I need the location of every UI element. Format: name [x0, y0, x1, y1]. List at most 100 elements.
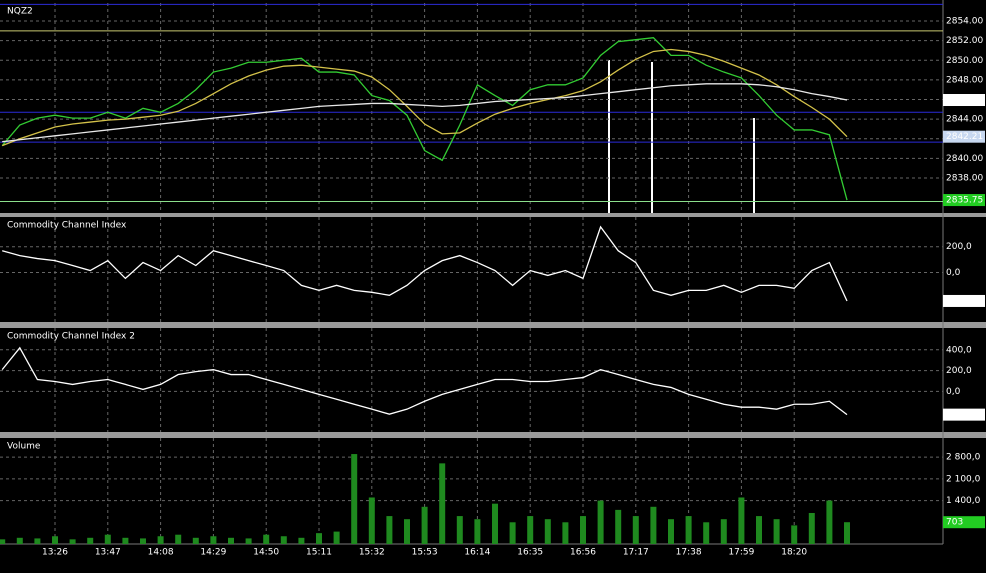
x-tick-label: 14:29 [200, 548, 226, 558]
series-line [1, 37, 848, 201]
series-line [2, 83, 848, 143]
last-value-label: -221,2 [946, 296, 975, 306]
volume-bar [210, 536, 217, 544]
last-value-label: 703 [946, 518, 963, 528]
volume-bar [69, 539, 76, 544]
y-tick-label: 2840.00 [946, 154, 983, 164]
volume-bar [756, 516, 762, 544]
y-tick-label: 2844.00 [946, 115, 983, 125]
volume-bar [544, 519, 551, 544]
volume-bar [87, 537, 94, 544]
y-tick-label: 200,0 [946, 242, 972, 252]
x-tick-label: 15:32 [359, 548, 385, 558]
pane-title: NQZ2 [7, 7, 33, 17]
last-value-tag [943, 94, 985, 107]
volume-bar [351, 454, 358, 544]
volume-bar [34, 538, 41, 544]
volume-bar [580, 516, 586, 544]
pane-title: Commodity Channel Index [7, 221, 127, 231]
volume-bar [650, 506, 657, 544]
x-tick-label: 16:14 [464, 548, 490, 558]
y-tick-label: 0,0 [946, 268, 961, 278]
volume-bar [808, 512, 815, 544]
x-tick-label: 15:11 [306, 548, 332, 558]
volume-bar [632, 516, 639, 544]
volume-bar [597, 500, 604, 544]
volume-bar [140, 538, 146, 544]
volume-bar [280, 536, 287, 544]
volume-bar [615, 509, 622, 544]
volume-bar [122, 537, 129, 544]
volume-bar [386, 516, 393, 544]
x-tick-label: 16:35 [517, 548, 543, 558]
volume-bar [175, 534, 182, 544]
volume-bar [844, 522, 850, 544]
volume-bar [492, 503, 498, 544]
pane-separator [0, 432, 986, 438]
volume-bar [245, 538, 252, 544]
volume-bar [738, 497, 745, 544]
last-value-tag [943, 408, 985, 421]
pane-separator [0, 322, 986, 328]
volume-bar [562, 522, 569, 544]
last-value-tag [943, 130, 985, 143]
y-tick-label: 2850.00 [946, 56, 983, 66]
x-tick-label: 14:50 [253, 548, 279, 558]
x-tick-label: 14:08 [148, 548, 174, 558]
last-value-tag [943, 194, 985, 207]
volume-bar [668, 519, 674, 544]
last-value-tag [943, 294, 985, 307]
x-tick-label: 18:20 [781, 548, 807, 558]
y-tick-label: 200,0 [946, 366, 972, 376]
volume-bar [0, 539, 6, 544]
last-value-label: 2842.21 [946, 132, 983, 142]
volume-bar [228, 537, 234, 544]
x-tick-label: 15:53 [412, 548, 438, 558]
volume-bar [720, 519, 727, 544]
volume-bar [16, 537, 23, 544]
series-line [1, 48, 848, 147]
volume-bar [527, 516, 534, 544]
volume-bar [773, 519, 780, 544]
volume-bar [52, 536, 58, 544]
series-line [2, 225, 848, 302]
last-value-label: 2835.75 [946, 196, 983, 206]
last-value-label: -223,5 [946, 410, 975, 420]
volume-bar [456, 516, 463, 544]
y-tick-label: 2838.00 [946, 173, 983, 183]
volume-bar [703, 522, 710, 544]
volume-bar [826, 500, 833, 544]
y-tick-label: 400,0 [946, 345, 972, 355]
y-tick-label: 1 400,0 [946, 496, 981, 506]
series-line [1, 346, 848, 416]
volume-bar [104, 534, 111, 544]
pane-separator [0, 213, 986, 217]
volume-bar [192, 537, 199, 544]
volume-bar [474, 519, 481, 544]
volume-bar [439, 463, 446, 544]
x-tick-label: 17:59 [728, 548, 754, 558]
volume-bar [791, 525, 798, 544]
y-tick-label: 2854.00 [946, 17, 983, 27]
volume-bar [298, 537, 305, 544]
y-tick-label: 2848.00 [946, 75, 983, 85]
x-tick-label: 13:26 [42, 548, 68, 558]
y-tick-label: 0,0 [946, 387, 961, 397]
y-tick-label: 2852.00 [946, 36, 983, 46]
volume-bar [368, 497, 375, 544]
x-tick-label: 17:17 [623, 548, 649, 558]
last-value-tag [943, 516, 985, 529]
pane-title: Volume [7, 442, 41, 452]
x-tick-label: 13:47 [95, 548, 121, 558]
volume-bar [333, 531, 340, 544]
volume-bar [263, 534, 270, 544]
volume-bar [509, 522, 516, 544]
y-tick-label: 2 100,0 [946, 474, 981, 484]
volume-bar [157, 536, 164, 544]
last-value-label: 2845.95 [946, 96, 983, 106]
volume-bar [685, 516, 692, 544]
y-tick-label: 2 800,0 [946, 453, 981, 463]
x-tick-label: 17:38 [676, 548, 702, 558]
